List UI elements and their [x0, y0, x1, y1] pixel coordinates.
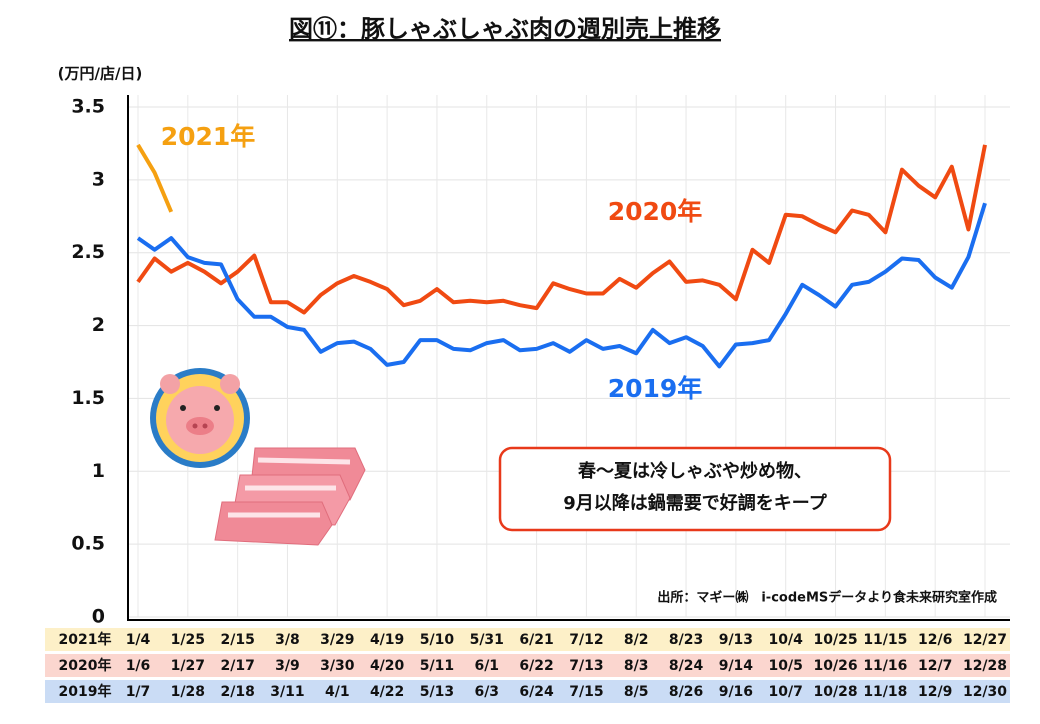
- x-tick-label: 4/20: [370, 658, 405, 674]
- x-tick-label: 1/28: [171, 684, 205, 700]
- x-tick-label: 6/21: [519, 632, 553, 648]
- x-tick-label: 4/1: [325, 684, 350, 700]
- x-tick-label: 10/7: [769, 684, 803, 700]
- y-tick-label: 2.5: [71, 241, 105, 263]
- y-tick-label: 1.5: [71, 387, 105, 409]
- series-label: 2020年: [608, 197, 703, 226]
- x-tick-label: 10/25: [813, 632, 857, 648]
- x-tick-label: 3/9: [275, 658, 300, 674]
- x-tick-label: 7/12: [569, 632, 603, 648]
- x-tick-label: 2/15: [220, 632, 254, 648]
- x-tick-label: 10/5: [769, 658, 803, 674]
- x-row-band: [45, 680, 1010, 703]
- x-tick-label: 6/3: [474, 684, 499, 700]
- x-tick-label: 12/7: [918, 658, 952, 674]
- annotation: 9月以降は鍋需要で好調をキープ: [563, 492, 827, 514]
- x-tick-label: 5/11: [420, 658, 454, 674]
- x-tick-label: 8/2: [624, 632, 649, 648]
- x-tick-label: 1/4: [126, 632, 151, 648]
- x-tick-label: 1/6: [126, 658, 151, 674]
- x-row-name: 2021年: [59, 631, 112, 648]
- x-tick-label: 3/11: [270, 684, 304, 700]
- x-tick-label: 8/26: [669, 684, 703, 700]
- y-tick-label: 2: [92, 314, 105, 336]
- x-tick-label: 11/16: [863, 658, 907, 674]
- x-row-name: 2019年: [59, 683, 112, 700]
- x-tick-label: 3/8: [275, 632, 300, 648]
- x-row-band: [45, 654, 1010, 677]
- x-tick-label: 8/5: [624, 684, 649, 700]
- x-tick-label: 1/7: [126, 684, 151, 700]
- x-tick-label: 2/18: [220, 684, 254, 700]
- x-tick-label: 6/1: [474, 658, 499, 674]
- x-tick-label: 9/16: [719, 684, 753, 700]
- series-line: [136, 144, 987, 315]
- x-tick-label: 3/30: [320, 658, 355, 674]
- x-tick-label: 3/29: [320, 632, 354, 648]
- y-tick-label: 3.5: [71, 96, 105, 118]
- x-tick-label: 8/3: [624, 658, 649, 674]
- x-tick-label: 12/28: [963, 658, 1007, 674]
- x-tick-label: 11/18: [863, 684, 907, 700]
- x-tick-label: 4/22: [370, 684, 404, 700]
- x-tick-label: 5/13: [420, 684, 454, 700]
- chart-title: 図⑪：豚しゃぶしゃぶ肉の週別売上推移: [289, 15, 721, 43]
- x-tick-label: 2/17: [220, 658, 254, 674]
- x-tick-label: 12/30: [963, 684, 1007, 700]
- annotation: 春～夏は冷しゃぶや炒め物、: [578, 460, 812, 482]
- x-tick-label: 10/28: [813, 684, 857, 700]
- series-line: [136, 143, 174, 213]
- x-tick-label: 6/24: [519, 684, 554, 700]
- plot: 0 0.5 1 1.5 2 2.5 3 3.5 2021年 1/4 1/25 2/15 3/8 3/29 4…: [45, 95, 1010, 703]
- x-tick-label: 1/27: [171, 658, 205, 674]
- series-label: 2021年: [161, 122, 256, 151]
- y-tick-label: 0.5: [71, 533, 105, 555]
- x-tick-label: 5/31: [470, 632, 504, 648]
- x-tick-label: 10/26: [813, 658, 857, 674]
- x-tick-label: 8/24: [669, 658, 704, 674]
- y-tick-label: 0: [92, 606, 105, 628]
- y-tick-label: 3: [92, 168, 105, 190]
- y-axis-label: (万円/店/日): [58, 65, 143, 83]
- x-tick-label: 7/15: [569, 684, 603, 700]
- x-row-band: [45, 628, 1010, 651]
- x-tick-label: 12/27: [963, 632, 1007, 648]
- x-tick-label: 6/22: [519, 658, 553, 674]
- x-tick-label: 9/13: [719, 632, 753, 648]
- x-row-name: 2020年: [59, 657, 112, 674]
- callout: 春～夏は冷しゃぶや炒め物、 9月以降は鍋需要で好調をキープ: [498, 446, 892, 532]
- x-tick-label: 9/14: [719, 658, 754, 674]
- x-tick-label: 12/6: [918, 632, 952, 648]
- series-label: 2019年: [608, 374, 703, 403]
- source: 出所：マギー㈱ i-codeMSデータより食未来研究室作成: [657, 590, 997, 606]
- series-line: [136, 202, 987, 369]
- x-tick-label: 7/13: [569, 658, 603, 674]
- x-tick-label: 10/4: [769, 632, 804, 648]
- x-tick-label: 5/10: [420, 632, 455, 648]
- x-tick-label: 4/19: [370, 632, 404, 648]
- meat-illustration: [214, 447, 366, 546]
- y-tick-label: 1: [92, 460, 105, 482]
- x-tick-label: 8/23: [669, 632, 703, 648]
- x-tick-label: 11/15: [863, 632, 907, 648]
- x-tick-label: 1/25: [171, 632, 205, 648]
- x-tick-label: 12/9: [918, 684, 952, 700]
- pig-illustration: [150, 368, 250, 468]
